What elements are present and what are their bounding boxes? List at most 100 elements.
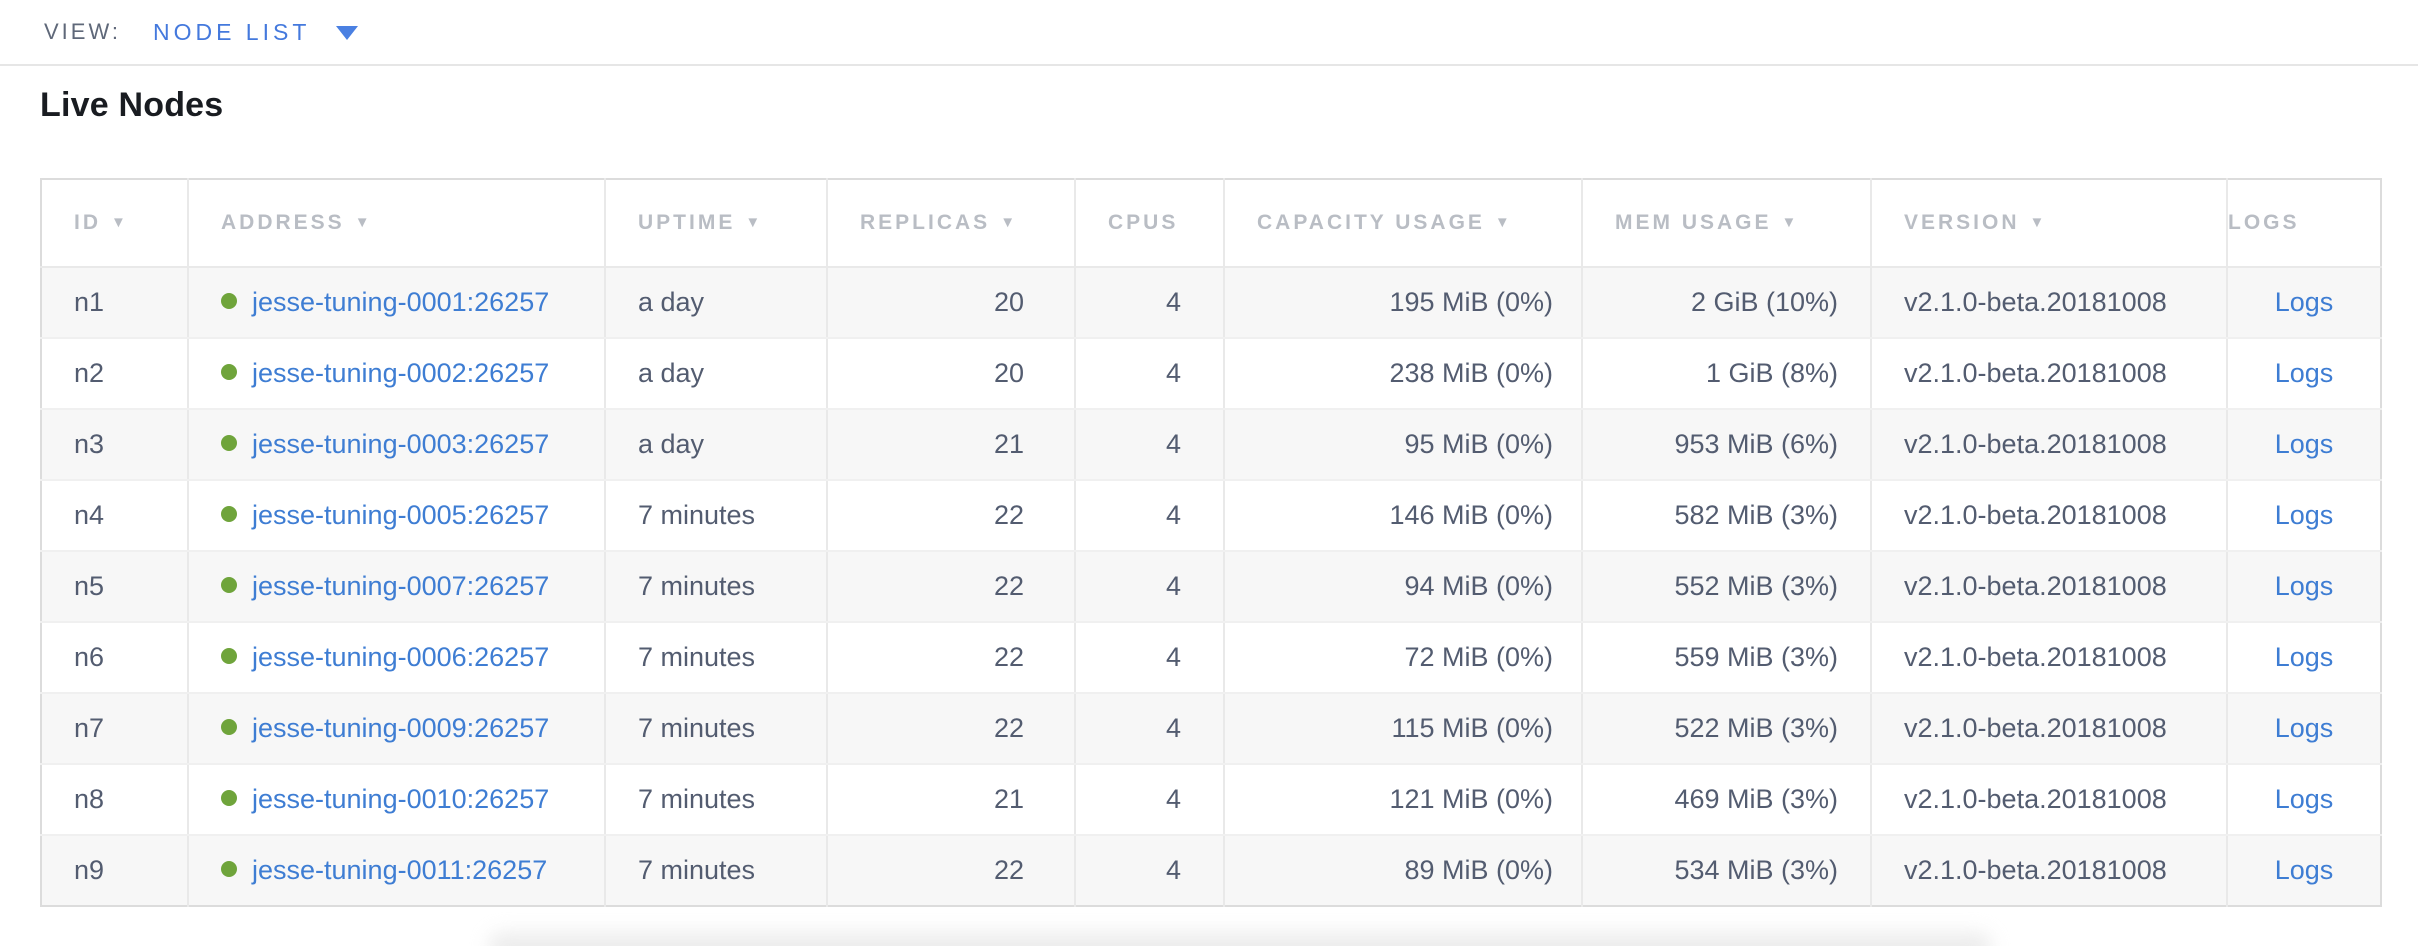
node-address-link[interactable]: jesse-tuning-0006:26257 bbox=[252, 642, 550, 672]
column-header-logs: LOGS bbox=[2227, 179, 2381, 268]
logs-link[interactable]: Logs bbox=[2274, 571, 2334, 601]
cell-logs: Logs bbox=[2227, 764, 2381, 836]
cell-replicas: 20 bbox=[827, 338, 1076, 410]
view-bar: VIEW: NODE LIST bbox=[0, 0, 2418, 66]
cell-id: n3 bbox=[41, 409, 189, 481]
cell-cpus: 4 bbox=[1075, 622, 1225, 694]
cell-mem: 582 MiB (3%) bbox=[1582, 480, 1872, 552]
table-row: n8 jesse-tuning-0010:26257 7 minutes 21 4 121… bbox=[41, 764, 2381, 836]
cell-logs: Logs bbox=[2227, 480, 2381, 552]
logs-link[interactable]: Logs bbox=[2274, 358, 2334, 388]
cell-uptime: 7 minutes bbox=[605, 764, 828, 836]
table-row: n4 jesse-tuning-0005:26257 7 minutes 22 4 146… bbox=[41, 480, 2381, 552]
cell-cpus: 4 bbox=[1075, 409, 1225, 481]
cell-uptime: 7 minutes bbox=[605, 622, 828, 694]
logs-link[interactable]: Logs bbox=[2274, 855, 2334, 885]
cell-mem: 2 GiB (10%) bbox=[1582, 267, 1872, 339]
logs-link[interactable]: Logs bbox=[2274, 500, 2334, 530]
column-header-label: REPLICAS bbox=[860, 211, 991, 234]
column-header-label: CPUS bbox=[1108, 211, 1179, 234]
table-row: n9 jesse-tuning-0011:26257 7 minutes 22 4 89 … bbox=[41, 835, 2381, 906]
cell-replicas: 22 bbox=[827, 551, 1076, 623]
node-live-status-icon bbox=[221, 364, 237, 380]
cell-version: v2.1.0-beta.20181008 bbox=[1871, 338, 2228, 410]
sort-desc-icon: ▼ bbox=[745, 214, 764, 231]
column-header-address[interactable]: ADDRESS ▼ bbox=[188, 179, 606, 268]
table-header-row: ID ▼ ADDRESS ▼ UPTIME ▼ REPLICAS ▼ CPUS CAPACITY … bbox=[41, 179, 2381, 268]
column-header-version[interactable]: VERSION ▼ bbox=[1871, 179, 2228, 268]
column-header-label: MEM USAGE bbox=[1615, 211, 1772, 234]
sort-desc-icon: ▼ bbox=[354, 214, 373, 231]
node-address-link[interactable]: jesse-tuning-0009:26257 bbox=[252, 713, 550, 743]
node-address-link[interactable]: jesse-tuning-0011:26257 bbox=[252, 855, 548, 885]
sort-desc-icon: ▼ bbox=[1494, 214, 1513, 231]
column-header-replicas[interactable]: REPLICAS ▼ bbox=[827, 179, 1076, 268]
cell-replicas: 21 bbox=[827, 409, 1076, 481]
cell-logs: Logs bbox=[2227, 338, 2381, 410]
column-header-label: ADDRESS bbox=[221, 211, 345, 234]
table-row: n7 jesse-tuning-0009:26257 7 minutes 22 4 115… bbox=[41, 693, 2381, 765]
node-address-link[interactable]: jesse-tuning-0005:26257 bbox=[252, 500, 550, 530]
cell-logs: Logs bbox=[2227, 835, 2381, 906]
cell-version: v2.1.0-beta.20181008 bbox=[1871, 267, 2228, 339]
node-address-link[interactable]: jesse-tuning-0010:26257 bbox=[252, 784, 550, 814]
node-live-status-icon bbox=[221, 790, 237, 806]
cell-cpus: 4 bbox=[1075, 835, 1225, 906]
cell-id: n8 bbox=[41, 764, 189, 836]
cell-id: n5 bbox=[41, 551, 189, 623]
table-row: n3 jesse-tuning-0003:26257 a day 21 4 95 MiB … bbox=[41, 409, 2381, 481]
node-address-link[interactable]: jesse-tuning-0001:26257 bbox=[252, 287, 550, 317]
cell-mem: 953 MiB (6%) bbox=[1582, 409, 1872, 481]
logs-link[interactable]: Logs bbox=[2274, 642, 2334, 672]
cell-cpus: 4 bbox=[1075, 551, 1225, 623]
cell-mem: 522 MiB (3%) bbox=[1582, 693, 1872, 765]
cell-cpus: 4 bbox=[1075, 338, 1225, 410]
cell-version: v2.1.0-beta.20181008 bbox=[1871, 835, 2228, 906]
node-live-status-icon bbox=[221, 719, 237, 735]
cell-replicas: 22 bbox=[827, 622, 1076, 694]
cell-mem: 552 MiB (3%) bbox=[1582, 551, 1872, 623]
column-header-label: UPTIME bbox=[638, 211, 736, 234]
cell-cpus: 4 bbox=[1075, 267, 1225, 339]
logs-link[interactable]: Logs bbox=[2274, 287, 2334, 317]
node-live-status-icon bbox=[221, 577, 237, 593]
cell-id: n9 bbox=[41, 835, 189, 906]
live-nodes-table: ID ▼ ADDRESS ▼ UPTIME ▼ REPLICAS ▼ CPUS CAPACITY … bbox=[40, 178, 2382, 907]
node-address-link[interactable]: jesse-tuning-0003:26257 bbox=[252, 429, 550, 459]
node-live-status-icon bbox=[221, 506, 237, 522]
table-row: n5 jesse-tuning-0007:26257 7 minutes 22 4 94 … bbox=[41, 551, 2381, 623]
node-address-link[interactable]: jesse-tuning-0002:26257 bbox=[252, 358, 550, 388]
cell-id: n1 bbox=[41, 267, 189, 339]
view-label: VIEW: bbox=[44, 19, 121, 44]
logs-link[interactable]: Logs bbox=[2274, 713, 2334, 743]
sort-desc-icon: ▼ bbox=[1781, 214, 1800, 231]
logs-link[interactable]: Logs bbox=[2274, 429, 2334, 459]
view-selector-dropdown[interactable]: NODE LIST bbox=[153, 19, 359, 46]
cell-version: v2.1.0-beta.20181008 bbox=[1871, 551, 2228, 623]
column-header-cpus: CPUS bbox=[1075, 179, 1225, 268]
cell-version: v2.1.0-beta.20181008 bbox=[1871, 480, 2228, 552]
cell-address: jesse-tuning-0005:26257 bbox=[188, 480, 606, 552]
sort-desc-icon: ▼ bbox=[111, 214, 129, 231]
cell-uptime: a day bbox=[605, 409, 828, 481]
cell-address: jesse-tuning-0003:26257 bbox=[188, 409, 606, 481]
node-address-link[interactable]: jesse-tuning-0007:26257 bbox=[252, 571, 550, 601]
cell-mem: 469 MiB (3%) bbox=[1582, 764, 1872, 836]
cell-mem: 534 MiB (3%) bbox=[1582, 835, 1872, 906]
column-header-capacity[interactable]: CAPACITY USAGE ▼ bbox=[1224, 179, 1583, 268]
cell-logs: Logs bbox=[2227, 622, 2381, 694]
cell-address: jesse-tuning-0001:26257 bbox=[188, 267, 606, 339]
column-header-uptime[interactable]: UPTIME ▼ bbox=[605, 179, 828, 268]
cell-logs: Logs bbox=[2227, 267, 2381, 339]
column-header-mem[interactable]: MEM USAGE ▼ bbox=[1582, 179, 1872, 268]
cell-capacity: 89 MiB (0%) bbox=[1224, 835, 1583, 906]
cell-cpus: 4 bbox=[1075, 480, 1225, 552]
column-header-id[interactable]: ID ▼ bbox=[41, 179, 189, 268]
cell-uptime: 7 minutes bbox=[605, 480, 828, 552]
cell-replicas: 20 bbox=[827, 267, 1076, 339]
table-row: n1 jesse-tuning-0001:26257 a day 20 4 195 MiB… bbox=[41, 267, 2381, 339]
cell-uptime: 7 minutes bbox=[605, 835, 828, 906]
cell-uptime: a day bbox=[605, 338, 828, 410]
cell-capacity: 115 MiB (0%) bbox=[1224, 693, 1583, 765]
logs-link[interactable]: Logs bbox=[2274, 784, 2334, 814]
